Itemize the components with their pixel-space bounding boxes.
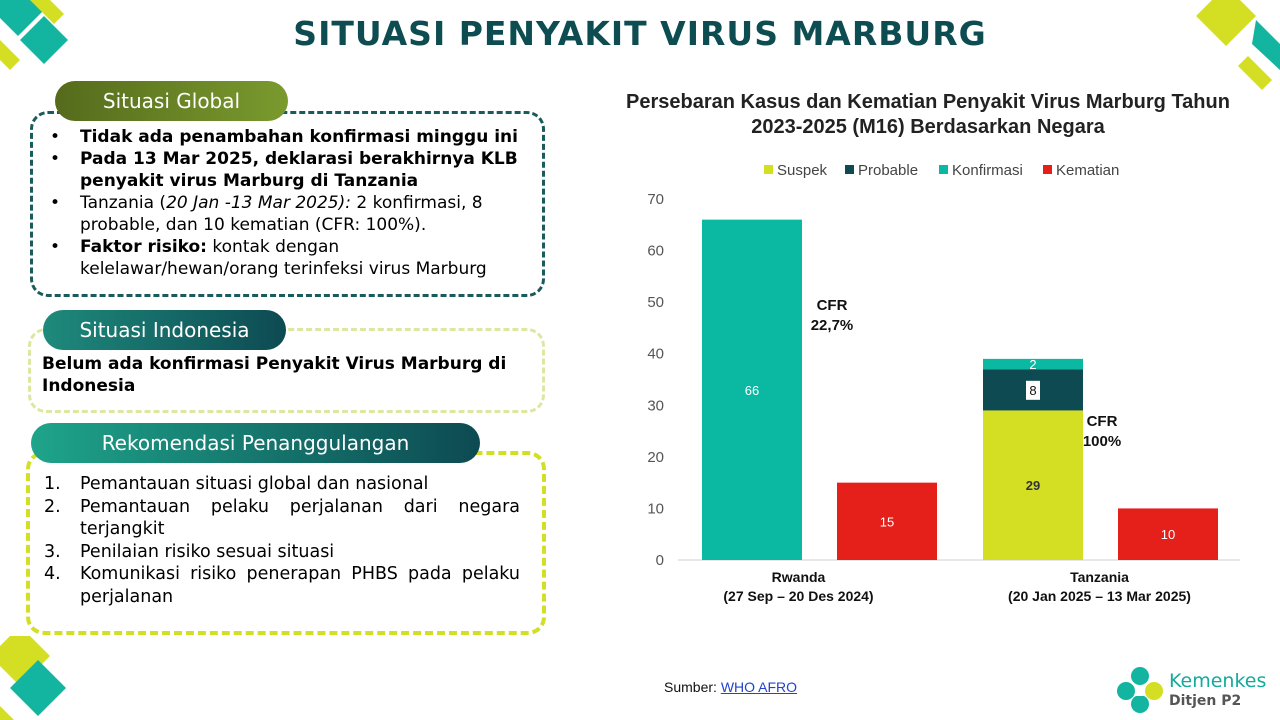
- cfr-label: CFR: [1087, 413, 1118, 430]
- legend-label-probable: Probable: [858, 162, 918, 179]
- y-tick-label: 60: [647, 243, 664, 260]
- bar-tanzania-konfirmasi: [983, 358, 1083, 370]
- recommendation-item-2-num: 2.: [44, 496, 61, 517]
- bar-tanzania-suspek: [983, 410, 1083, 560]
- source-link[interactable]: WHO AFRO: [720, 679, 798, 695]
- recommendation-item-3: 3. Penilaian risiko sesuai situasi: [44, 541, 520, 564]
- recommendation-item-2-text: Pemantauan pelaku perjalanan dari negara…: [80, 496, 520, 540]
- cfr-value: 100%: [1083, 433, 1121, 450]
- source-note: Sumber: WHO AFRO: [664, 679, 797, 695]
- data-label-tanzania-probable: 8: [1029, 383, 1036, 398]
- data-label-rwanda-kematian: 15: [880, 514, 894, 529]
- y-tick-label: 50: [647, 294, 664, 311]
- global-item-2: Pada 13 Mar 2025, deklarasi berakhirnya …: [50, 148, 530, 192]
- recommendation-item-3-num: 3.: [44, 541, 61, 562]
- global-situation-list: Tidak ada penambahan konfirmasi minggu i…: [50, 126, 530, 280]
- recommendation-item-1-num: 1.: [44, 474, 61, 494]
- corner-decoration-top-left: [0, 0, 68, 70]
- legend-swatch-konfirmasi: [939, 165, 948, 174]
- y-tick-label: 10: [647, 500, 664, 517]
- indonesia-situation-box: [28, 328, 545, 413]
- data-label-tanzania-kematian: 10: [1161, 527, 1175, 542]
- recommendation-item-1: 1. Pemantauan situasi global dan nasional: [44, 473, 520, 496]
- corner-decoration-bottom-left: [0, 636, 66, 720]
- recommendation-item-4-num: 4.: [44, 564, 61, 584]
- data-label-box: [1026, 380, 1040, 400]
- data-label-rwanda-konfirmasi: 66: [745, 383, 759, 398]
- x-category-sublabel: (27 Sep – 20 Des 2024): [723, 588, 873, 604]
- global-item-3: Tanzania (20 Jan -13 Mar 2025): 2 konfir…: [50, 192, 530, 236]
- recommendation-item-4-text: Komunikasi risiko penerapan PHBS pada pe…: [80, 564, 520, 607]
- y-tick-label: 20: [647, 449, 664, 466]
- bar-rwanda-kematian: [837, 482, 937, 560]
- logo-name: Kemenkes: [1169, 670, 1267, 692]
- page-title: SITUASI PENYAKIT VIRUS MARBURG: [293, 14, 987, 53]
- cases-deaths-bar-chart: Suspek Probable Konfirmasi Kematian 0 10 20 30 4…: [647, 162, 1240, 604]
- recommendation-item-4: 4. Komunikasi risiko penerapan PHBS pada …: [44, 563, 520, 608]
- legend-swatch-kematian: [1043, 165, 1052, 174]
- recommendation-list: 1. Pemantauan situasi global dan nasional…: [44, 473, 520, 608]
- y-tick-label: 0: [656, 552, 664, 569]
- global-item-2-bold: Pada 13 Mar 2025, deklarasi berakhirnya …: [80, 149, 518, 191]
- recommendation-item-2: 2. Pemantauan pelaku perjalanan dari nega…: [44, 496, 520, 541]
- global-item-4-text: kontak dengan kelelawar/hewan/orang teri…: [80, 237, 487, 279]
- source-label: Sumber:: [664, 679, 717, 695]
- indonesia-situation-text: Belum ada konfirmasi Penyakit Virus Marb…: [42, 354, 507, 396]
- data-label-tanzania-konfirmasi: 2: [1029, 357, 1036, 372]
- recommendation-item-3-text: Penilaian risiko sesuai situasi: [80, 541, 335, 562]
- legend-label-konfirmasi: Konfirmasi: [952, 162, 1023, 179]
- y-tick-label: 40: [647, 346, 664, 363]
- x-category-label: Tanzania: [1070, 569, 1129, 585]
- bar-tanzania-kematian: [1118, 508, 1218, 560]
- logo-subtitle: Ditjen P2: [1169, 693, 1242, 709]
- global-item-4: Faktor risiko: kontak dengan kelelawar/h…: [50, 236, 530, 280]
- legend-swatch-suspek: [764, 165, 773, 174]
- legend-swatch-probable: [845, 165, 854, 174]
- legend-label-kematian: Kematian: [1056, 162, 1119, 179]
- y-tick-label: 30: [647, 397, 664, 414]
- bar-rwanda-konfirmasi: [702, 219, 802, 560]
- global-item-3-pre: Tanzania (: [80, 193, 167, 213]
- kemenkes-logo-icon: [1117, 667, 1163, 713]
- global-item-3-italic: 20 Jan -13 Mar 2025):: [166, 193, 351, 213]
- chart-title: Persebaran Kasus dan Kematian Penyakit V…: [626, 91, 1230, 138]
- x-category-sublabel: (20 Jan 2025 – 13 Mar 2025): [1008, 588, 1191, 604]
- corner-decoration-top-right: [1196, 0, 1280, 90]
- legend-label-suspek: Suspek: [777, 162, 828, 179]
- x-category-label: Rwanda: [772, 569, 826, 585]
- global-situation-box: [30, 111, 545, 297]
- recommendation-item-1-text: Pemantauan situasi global dan nasional: [80, 474, 429, 494]
- recommendation-heading: Rekomendasi Penanggulangan: [31, 423, 480, 463]
- cfr-label: CFR: [817, 297, 848, 314]
- global-situation-heading: Situasi Global: [55, 81, 288, 121]
- global-item-1-bold: Tidak ada penambahan konfirmasi minggu i…: [80, 127, 518, 147]
- indonesia-situation-heading: Situasi Indonesia: [43, 310, 286, 350]
- global-item-3-text: 2 konfirmasi, 8 probable, dan 10 kematia…: [80, 193, 483, 235]
- cfr-value: 22,7%: [811, 317, 854, 334]
- global-item-1: Tidak ada penambahan konfirmasi minggu i…: [50, 126, 530, 148]
- global-item-4-bold: Faktor risiko:: [80, 237, 207, 257]
- data-label-tanzania-suspek: 29: [1026, 478, 1040, 493]
- y-tick-label: 70: [647, 191, 664, 208]
